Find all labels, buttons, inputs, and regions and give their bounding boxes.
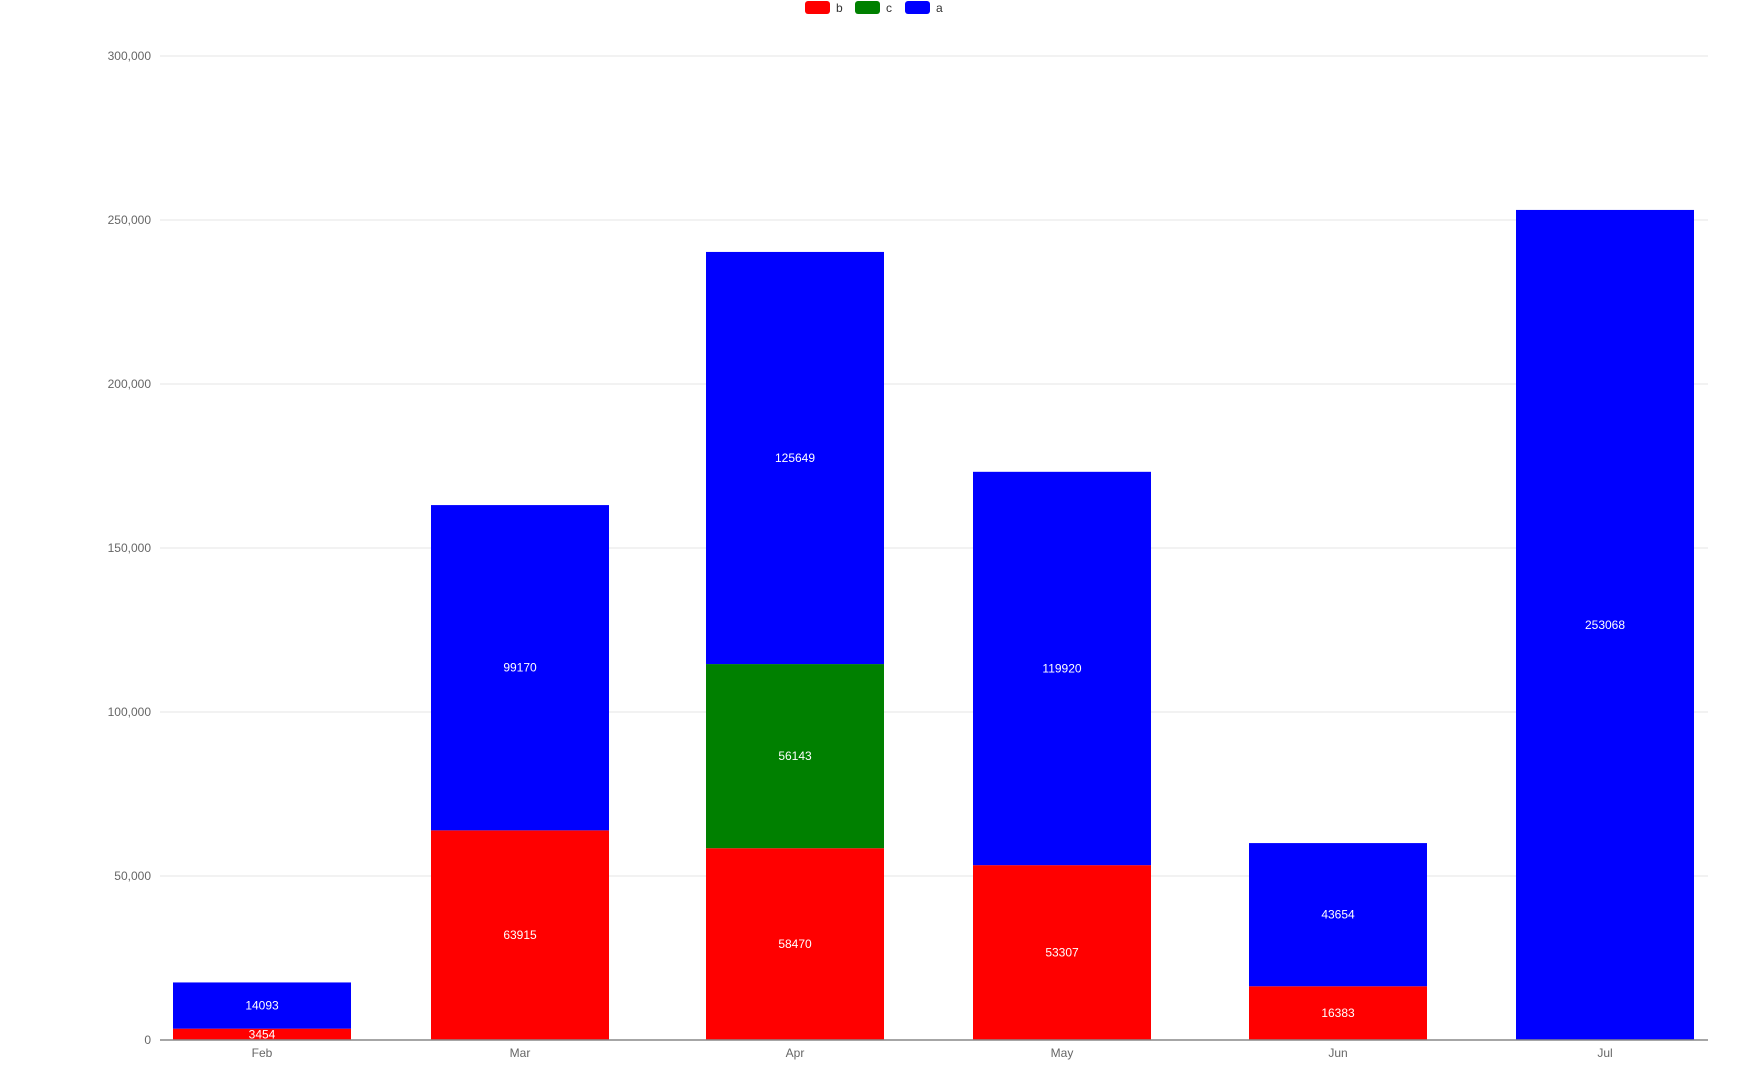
bar-segment-b — [706, 848, 884, 1040]
y-axis: 0 50,000 100,000 150,000 200,000 250,000 300,0… — [108, 49, 152, 1047]
bar-value-label: 253068 — [1585, 618, 1625, 632]
bar-value-label: 56143 — [778, 749, 812, 763]
bar-segment-b — [431, 830, 609, 1040]
bars — [173, 209, 1694, 1041]
gridlines — [160, 55, 1708, 877]
bar-segment-c — [706, 664, 884, 849]
legend-label-b: b — [836, 1, 843, 15]
bar-value-label: 43654 — [1321, 908, 1355, 922]
bar-segment-a — [1249, 843, 1427, 987]
x-axis: Feb Mar Apr May Jun Jul — [160, 1039, 1708, 1060]
y-tick-label: 250,000 — [108, 213, 152, 227]
bar-segment-a — [973, 471, 1151, 866]
x-tick-label: Jul — [1597, 1046, 1612, 1060]
x-tick-label: Feb — [252, 1046, 273, 1060]
bar-value-label: 58470 — [778, 937, 812, 951]
bar-labels: 3454 14093 63915 99170 58470 56143 125649 53307… — [245, 451, 1625, 1041]
x-tick-label: May — [1051, 1046, 1074, 1060]
legend-swatch-b — [805, 1, 830, 14]
bar-value-label: 3454 — [249, 1027, 276, 1041]
y-tick-label: 50,000 — [114, 869, 151, 883]
y-tick-label: 100,000 — [108, 705, 152, 719]
bar-segment-a — [1516, 209, 1694, 1041]
bar-segment-b — [173, 1028, 351, 1040]
bar-value-label: 16383 — [1321, 1006, 1355, 1020]
bar-value-label: 63915 — [503, 928, 537, 942]
y-tick-label: 0 — [144, 1033, 151, 1047]
y-tick-label: 200,000 — [108, 377, 152, 391]
bar-value-label: 119920 — [1042, 661, 1081, 675]
legend-label-a: a — [936, 1, 943, 15]
bar-segment-a — [706, 251, 884, 665]
x-tick-label: Apr — [786, 1046, 805, 1060]
bar-value-label: 99170 — [503, 661, 537, 675]
x-tick-label: Jun — [1328, 1046, 1347, 1060]
bar-value-label: 14093 — [245, 999, 279, 1013]
bar-segment-b — [1249, 986, 1427, 1040]
bar-segment-a — [431, 505, 609, 831]
y-tick-label: 300,000 — [108, 49, 152, 63]
bar-value-label: 125649 — [775, 451, 815, 465]
bar-value-label: 53307 — [1045, 946, 1079, 960]
x-tick-label: Mar — [510, 1046, 531, 1060]
bar-segment-a — [173, 982, 351, 1029]
bar-segment-b — [973, 865, 1151, 1040]
legend-swatch-c — [855, 1, 880, 14]
legend-swatch-a — [905, 1, 930, 14]
legend-label-c: c — [886, 1, 892, 15]
y-tick-label: 150,000 — [108, 541, 152, 555]
